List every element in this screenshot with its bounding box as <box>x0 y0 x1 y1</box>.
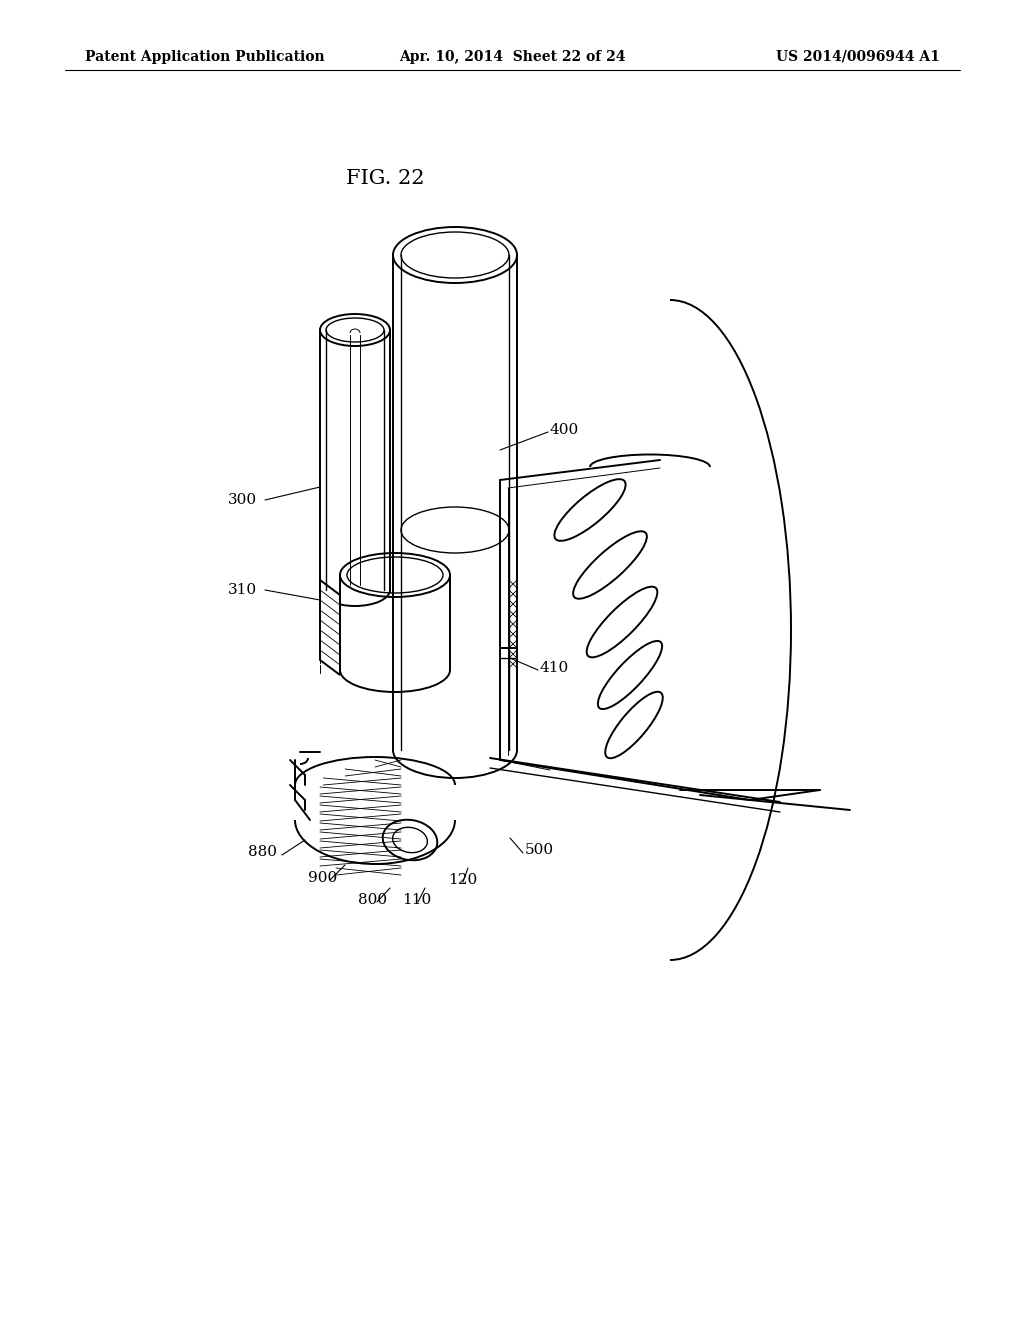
Text: 300: 300 <box>228 492 257 507</box>
Text: 400: 400 <box>550 422 580 437</box>
Text: FIG. 22: FIG. 22 <box>346 169 424 187</box>
Text: 880: 880 <box>248 845 278 859</box>
Text: Apr. 10, 2014  Sheet 22 of 24: Apr. 10, 2014 Sheet 22 of 24 <box>398 50 626 63</box>
Text: 310: 310 <box>228 583 257 597</box>
Text: 900: 900 <box>308 871 337 884</box>
Text: 500: 500 <box>525 843 554 857</box>
Text: 110: 110 <box>402 894 431 907</box>
Text: 410: 410 <box>540 661 569 675</box>
Text: Patent Application Publication: Patent Application Publication <box>85 50 325 63</box>
Text: 120: 120 <box>449 873 477 887</box>
Text: US 2014/0096944 A1: US 2014/0096944 A1 <box>776 50 940 63</box>
Text: 800: 800 <box>358 894 387 907</box>
Polygon shape <box>319 579 340 675</box>
